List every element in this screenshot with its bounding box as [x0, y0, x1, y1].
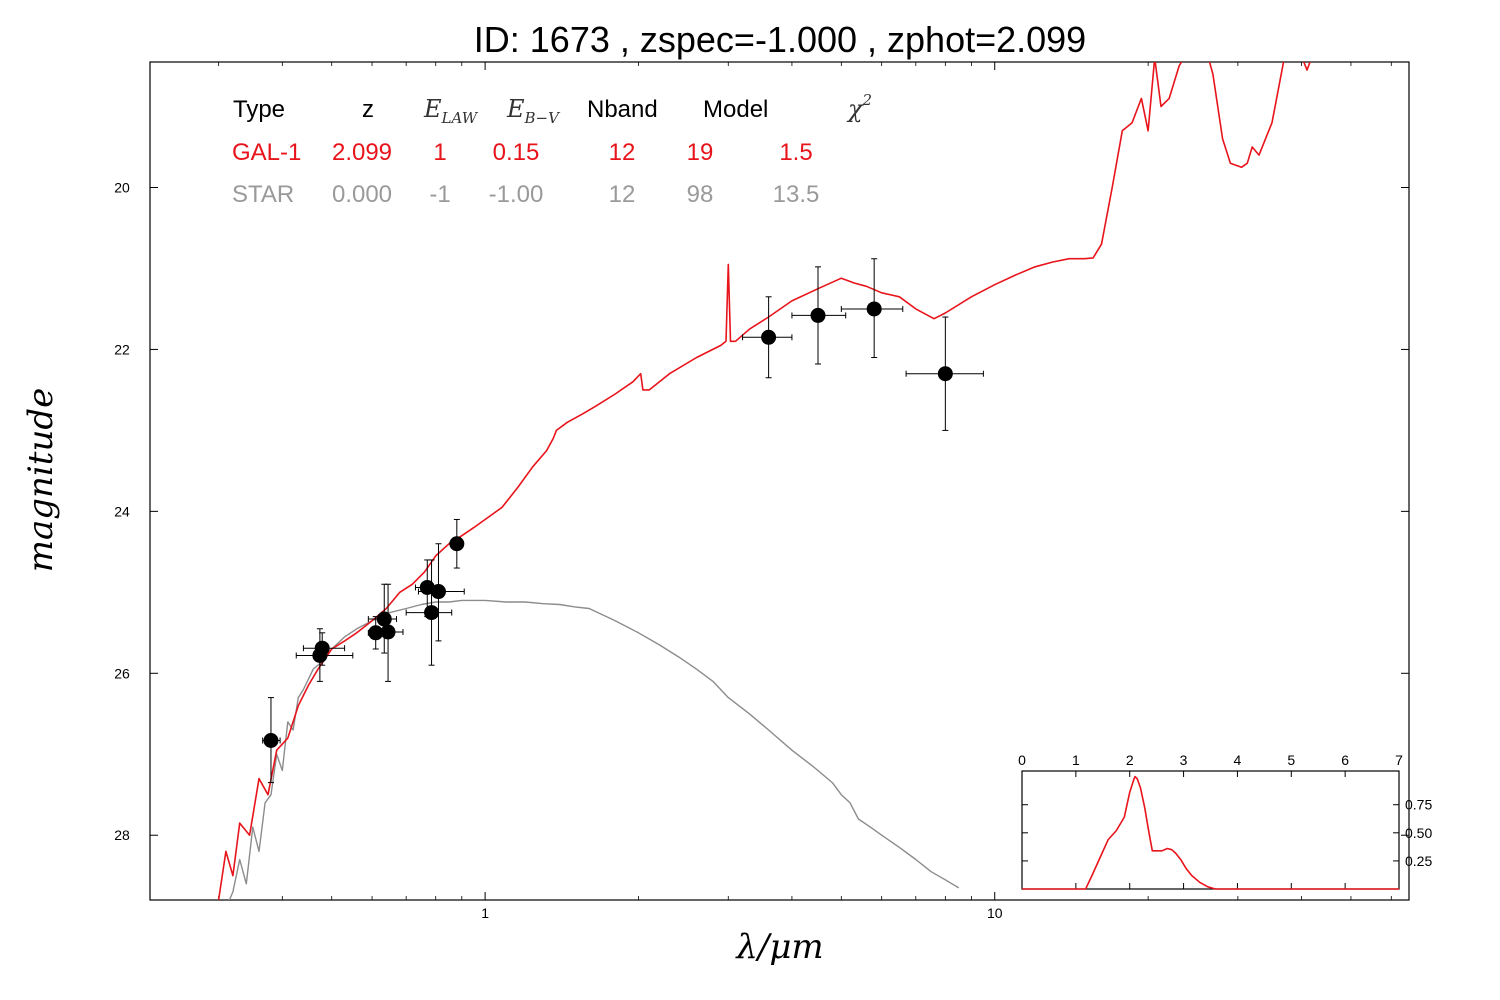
y-tick-label: 22 [114, 341, 130, 357]
y-tick-label: 28 [114, 827, 130, 843]
data-point [263, 732, 279, 748]
inset-x-tick-label: 6 [1341, 752, 1349, 768]
inset-y-tick-label: 0.25 [1405, 853, 1432, 869]
inset-axis-ticks: 0 1 2 3 4 5 6 7 0.25 0.50 0.75 [1018, 752, 1432, 889]
table-header-model: Model [703, 96, 768, 123]
table-cell-ebv: -1.00 [489, 181, 544, 208]
inset-x-tick-label: 4 [1234, 752, 1242, 768]
data-point [866, 301, 882, 317]
inset-x-tick-label: 3 [1180, 752, 1188, 768]
y-tick-label: 26 [114, 665, 130, 681]
table-cell-type: GAL-1 [232, 139, 301, 166]
table-cell-type: STAR [232, 181, 294, 208]
y-tick-label: 20 [114, 179, 130, 195]
table-rows: GAL-1 2.099 1 0.15 12 19 1.5 STAR 0.000 -1 -1.00 12… [232, 139, 819, 208]
data-point [314, 640, 330, 656]
table-cell-elaw: 1 [433, 139, 446, 166]
table-cell-chi2: 1.5 [779, 139, 812, 166]
inset-y-tick-label: 0.75 [1405, 797, 1432, 813]
table-header-z: z [362, 96, 374, 123]
data-point [424, 605, 440, 621]
table-header-elaw: ELAW [423, 95, 479, 127]
table-header-chi2: χ2 [846, 91, 872, 123]
table-cell-z: 2.099 [332, 139, 392, 166]
star-sed-layer [228, 599, 960, 900]
inset-x-tick-label: 0 [1018, 752, 1026, 768]
star-sed-line [228, 599, 960, 900]
data-point [761, 329, 777, 345]
x-axis-label: λ/μm [734, 927, 823, 967]
table-header-ebv: EB−V [506, 95, 561, 127]
inset-x-tick-label: 2 [1126, 752, 1134, 768]
y-tick-label: 24 [114, 503, 130, 519]
inset-curve-layer [1022, 775, 1399, 890]
data-point [376, 611, 392, 627]
data-point [430, 584, 446, 600]
inset-x-tick-label: 7 [1395, 752, 1403, 768]
fit-results-table: Type z ELAW EB−V Nband Model χ2 GAL-1 2.0… [232, 91, 872, 208]
plot-frame [149, 61, 1410, 901]
inset-x-tick-label: 5 [1287, 752, 1295, 768]
data-point [937, 366, 953, 382]
table-cell-chi2: 13.5 [773, 181, 820, 208]
table-cell-nband: 12 [609, 139, 636, 166]
data-point [380, 624, 396, 640]
chart-title: ID: 1673 , zspec=-1.000 , zphot=2.099 [474, 19, 1086, 60]
table-cell-elaw: -1 [429, 181, 450, 208]
table-cell-model: 19 [687, 139, 714, 166]
data-point [449, 536, 465, 552]
table-cell-nband: 12 [609, 181, 636, 208]
table-header-type: Type [233, 96, 285, 123]
y-axis-label: magnitude [21, 388, 61, 573]
x-tick-label: 1 [481, 905, 489, 921]
inset-y-tick-label: 0.50 [1405, 825, 1432, 841]
table-header-nband: Nband [587, 96, 658, 123]
table-cell-ebv: 0.15 [493, 139, 540, 166]
data-point [810, 307, 826, 323]
redshift-pdf-inset: 0 1 2 3 4 5 6 7 0.25 0.50 0.75 [1018, 752, 1432, 890]
x-tick-label: 10 [987, 905, 1003, 921]
pdz-curve [1022, 775, 1399, 890]
table-cell-model: 98 [687, 181, 714, 208]
inset-frame [1021, 770, 1400, 890]
inset-x-tick-label: 1 [1072, 752, 1080, 768]
photometry-points [262, 258, 984, 784]
table-cell-z: 0.000 [332, 181, 392, 208]
